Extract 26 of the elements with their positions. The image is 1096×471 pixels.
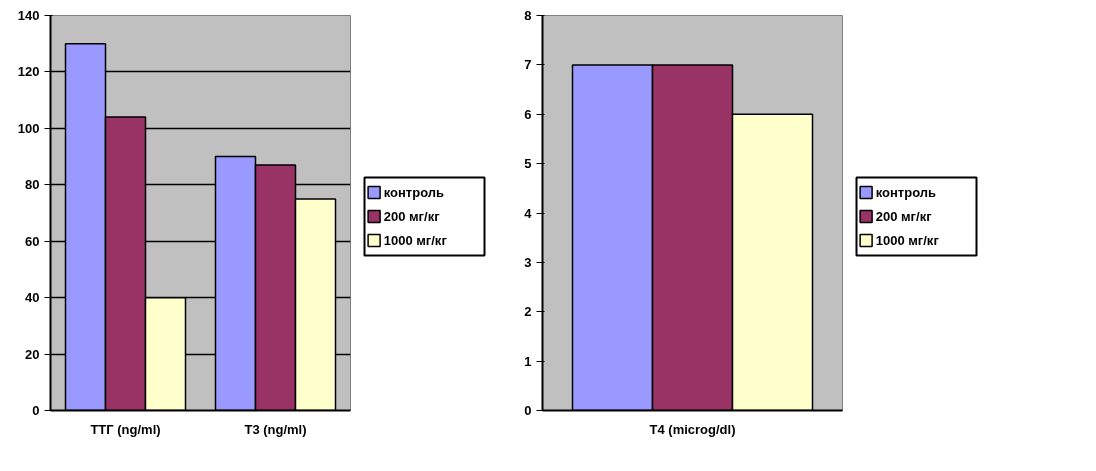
legend-label: 200 мг/кг — [383, 209, 441, 224]
y-tick-label: 4 — [524, 205, 533, 221]
y-tick-label: 6 — [524, 106, 532, 122]
y-tick-label: 2 — [524, 304, 532, 320]
x-tick-label: ТТГ (ng/ml) — [90, 421, 161, 437]
y-tick-label: 80 — [25, 177, 40, 193]
x-tick-label: T3 (ng/ml) — [244, 421, 307, 437]
y-tick-label: 3 — [524, 254, 532, 270]
y-tick-label: 140 — [17, 8, 40, 23]
y-tick-label: 7 — [524, 57, 532, 73]
y-tick-label: 100 — [17, 120, 40, 136]
legend-label: 200 мг/кг — [875, 209, 933, 224]
y-tick-label: 1 — [524, 353, 532, 369]
y-tick-label: 5 — [524, 156, 532, 172]
y-tick-label: 0 — [32, 403, 40, 418]
y-tick-label: 120 — [17, 64, 40, 80]
legend-label: контроль — [875, 185, 937, 200]
x-tick-label: T4 (microg/dl) — [649, 421, 736, 437]
legend-label: 1000 мг/кг — [383, 233, 448, 248]
y-tick-label: 20 — [25, 346, 40, 362]
y-tick-label: 0 — [524, 403, 532, 418]
legend-label: контроль — [383, 185, 445, 200]
y-tick-label: 8 — [524, 8, 532, 23]
legend-label: 1000 мг/кг — [875, 233, 940, 248]
y-tick-label: 40 — [25, 290, 40, 306]
y-tick-label: 60 — [25, 233, 40, 249]
